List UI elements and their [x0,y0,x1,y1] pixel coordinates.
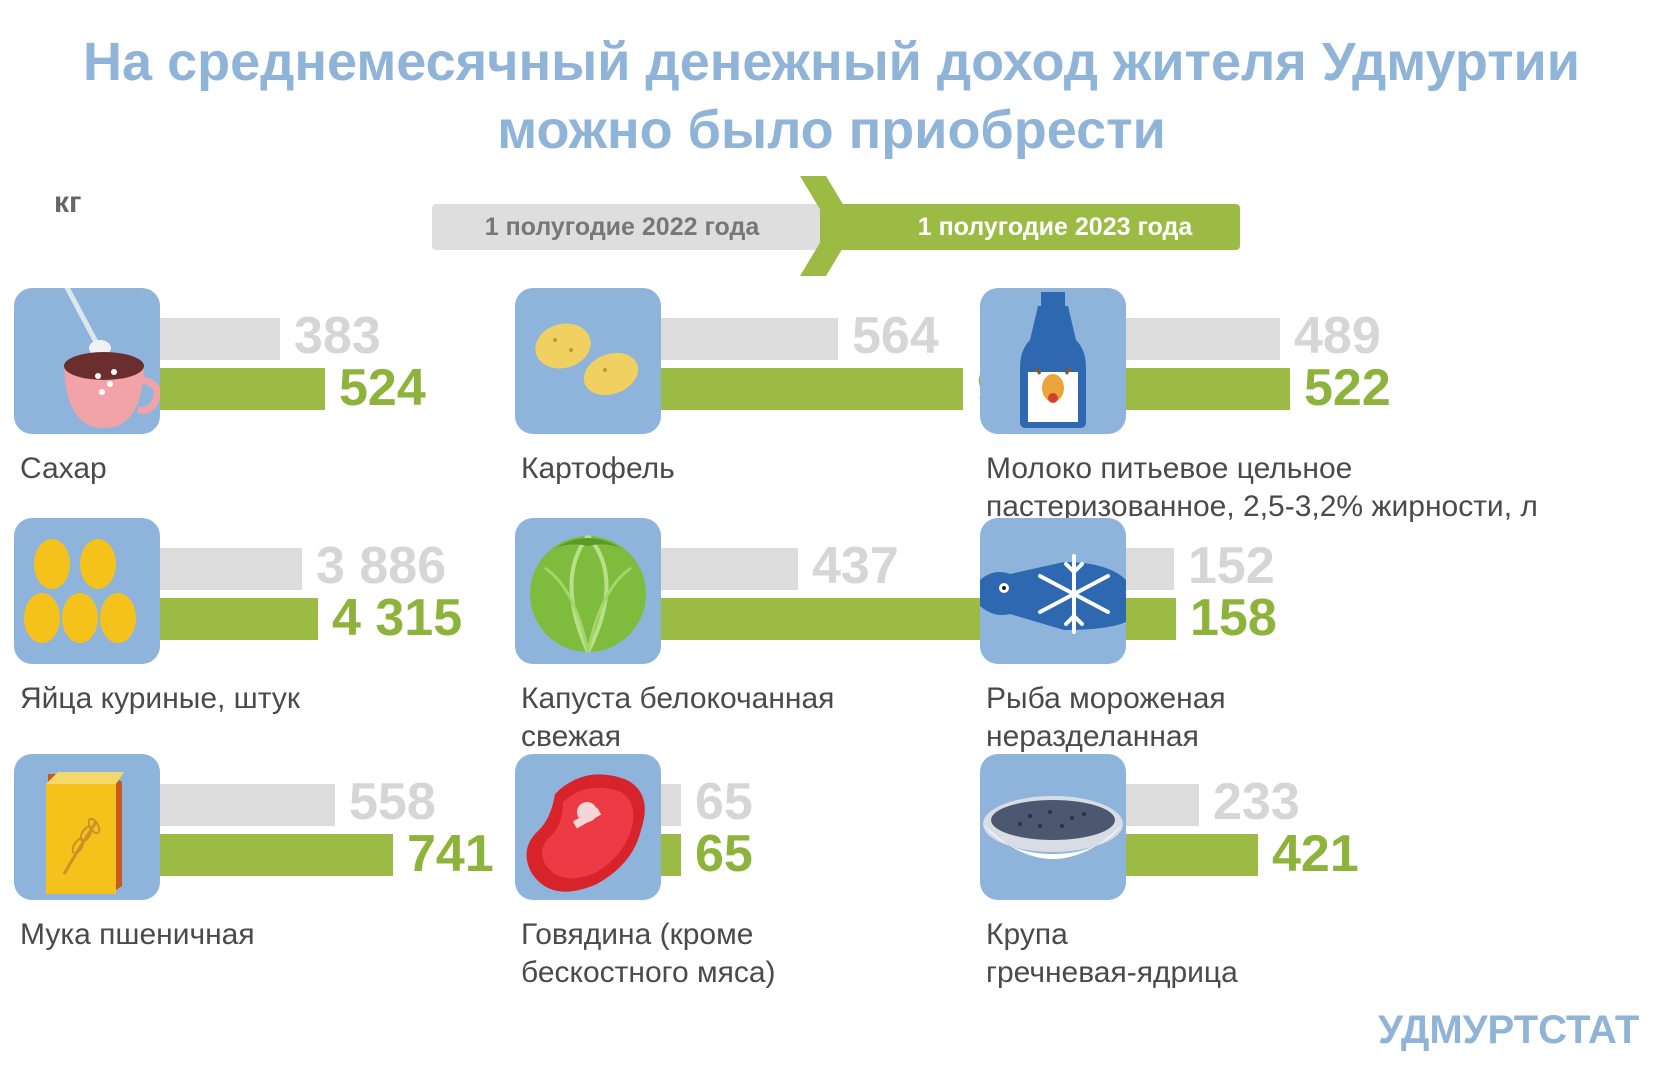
value-label-2022: 233 [1213,773,1300,831]
value-label-2022: 564 [852,307,939,365]
flour-bag-icon [46,772,124,894]
value-label-2023: 4 315 [332,589,463,647]
value-label-2022: 3 886 [316,537,447,595]
icon-tile [515,288,661,434]
title-line-1: На среднемесячный денежный доход жителя … [83,32,1580,92]
bar-2023 [160,368,325,410]
category-label: Сахар [20,450,107,488]
icon-tile [14,518,160,664]
bar-2022 [160,548,302,590]
category-label-line-1: Мука пшеничная [20,918,255,951]
category-label: Картофель [521,450,675,488]
brand-logo: УДМУРТСТАТ [1378,1008,1640,1052]
milk-bottle-icon [1020,292,1086,428]
title-line-2: можно было приобрести [497,100,1166,160]
value-label-2022: 152 [1188,537,1275,595]
bar-2023 [661,598,992,640]
category-label-line-2: неразделанная [986,720,1199,753]
value-label-2023: 522 [1304,359,1391,417]
icon-tile [14,288,160,434]
sugar-cup-icon [64,288,160,428]
legend-period-2022: 1 полугодие 2022 года [432,204,842,250]
bar-2023 [1126,598,1176,640]
value-label-2023: 158 [1190,589,1277,647]
bar-2023 [1126,368,1290,410]
eggs-icon [24,539,136,643]
icon-tile [980,288,1126,434]
value-label-2022: 437 [812,537,899,595]
category-label: Яйца куриные, штук [20,680,300,718]
value-label-2022: 383 [294,307,381,365]
cabbage-icon [530,534,646,653]
value-label-2022: 558 [349,773,436,831]
bar-2022 [1126,318,1280,360]
category-label-line-2: гречневая-ядрица [986,956,1238,989]
category-label: Говядина (кроме бескостного мяса) [521,916,776,992]
category-label-line-2: свежая [521,720,621,753]
beef-steak-icon [526,774,645,892]
category-label-line-1: Яйца куриные, штук [20,682,300,715]
category-label-line-1: Картофель [521,452,675,485]
bar-2023 [661,834,681,876]
icon-tile [980,754,1126,900]
icon-tile [515,754,661,900]
bar-2023 [160,598,318,640]
icon-tile [14,754,160,900]
category-label-line-1: Молоко питьевое цельное [986,452,1353,485]
category-label-line-1: Капуста белокочанная [521,682,835,715]
value-label-2023: 421 [1272,825,1359,883]
icon-tile [980,518,1126,664]
potato-icon [535,323,639,396]
bar-2022 [661,784,681,826]
category-label-line-1: Сахар [20,452,107,485]
bar-2022 [1126,548,1174,590]
bar-2022 [661,548,798,590]
frozen-fish-icon [980,554,1126,634]
bar-2023 [160,834,393,876]
bar-2023 [661,368,963,410]
bar-2022 [661,318,838,360]
value-label-2022: 489 [1294,307,1381,365]
bar-2022 [160,318,280,360]
category-label: Капуста белокочанная свежая [521,680,834,756]
value-label-2023: 524 [339,359,426,417]
category-label: Рыба мороженая неразделанная [986,680,1226,756]
value-label-2022: 65 [695,773,753,831]
value-label-2023: 741 [407,825,494,883]
category-label: Мука пшеничная [20,916,255,954]
category-label-line-1: Говядина (кроме [521,918,754,951]
legend-period-2023: 1 полугодие 2023 года [820,204,1240,250]
chart-title: На среднемесячный денежный доход жителя … [0,28,1663,164]
category-label: Молоко питьевое цельное пастеризованное, … [986,450,1538,526]
icon-tile [515,518,661,664]
bar-2022 [1126,784,1199,826]
buckwheat-bowl-icon [983,796,1123,859]
value-label-2023: 65 [695,825,753,883]
category-label-line-2: пастеризованное, 2,5-3,2% жирности, л [986,490,1538,523]
bar-2023 [1126,834,1258,876]
category-label-line-2: бескостного мяса) [521,956,776,989]
category-label-line-1: Рыба мороженая [986,682,1226,715]
chevron-arrow-icon [800,176,856,276]
bar-2022 [160,784,335,826]
category-label: Крупа гречневая-ядрица [986,916,1238,992]
category-label-line-1: Крупа [986,918,1068,951]
unit-label: кг [54,186,82,219]
